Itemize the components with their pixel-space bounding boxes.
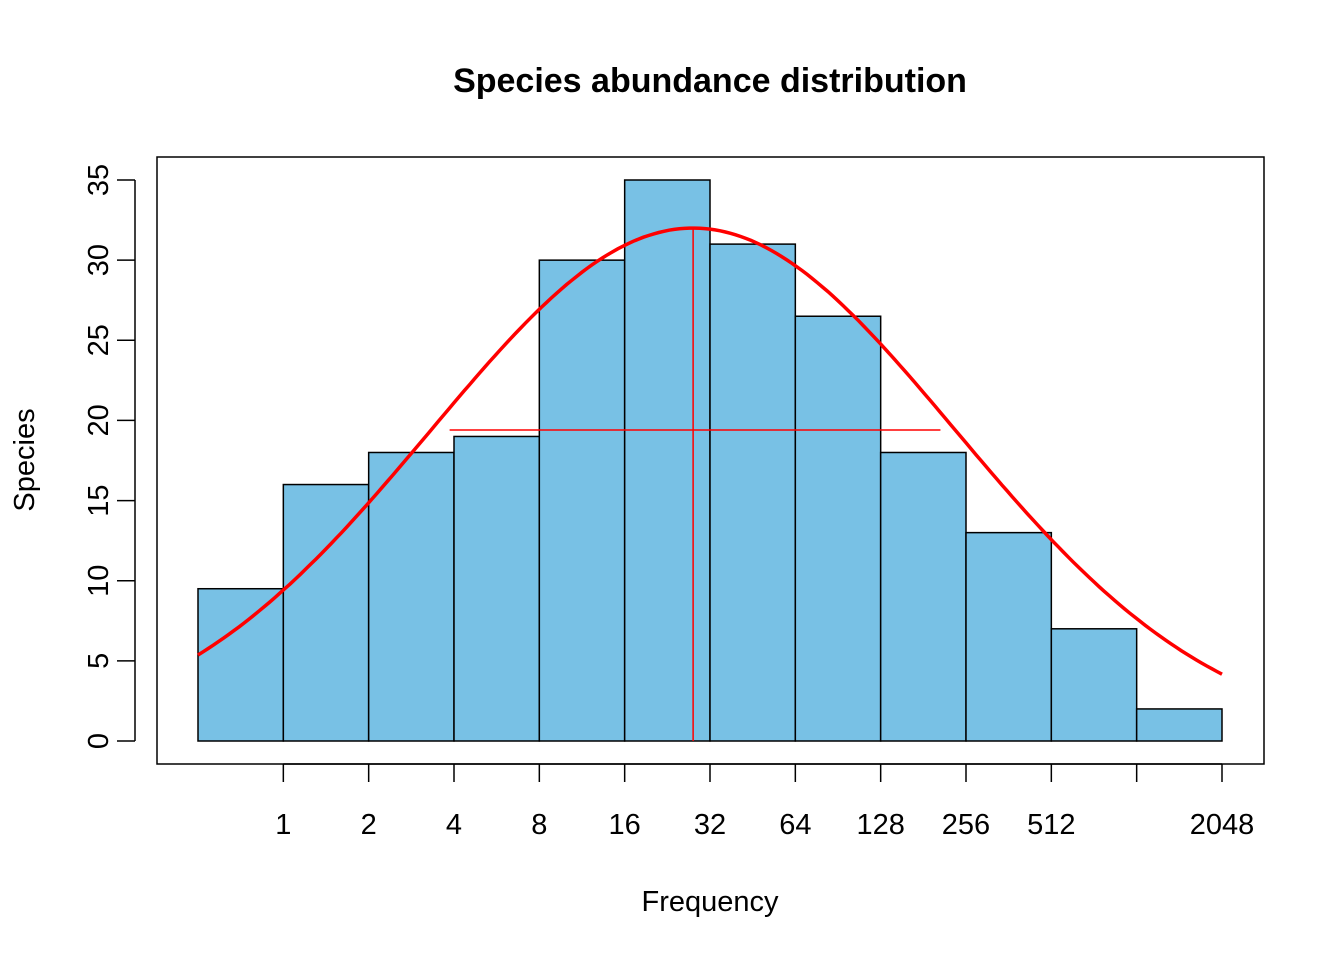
y-tick-label: 5	[83, 653, 115, 669]
fit-curve	[197, 226, 1223, 676]
histogram-bar-5	[538, 259, 626, 742]
x-axis-label: Frequency	[641, 886, 779, 918]
histogram-bar-11	[1050, 628, 1138, 742]
y-tick-label: 35	[83, 164, 115, 196]
x-tick-label: 4	[446, 809, 462, 841]
y-tick-label: 20	[83, 404, 115, 436]
histogram-bar-3	[367, 451, 455, 742]
y-tick-label: 30	[83, 244, 115, 276]
x-tick-label: 2	[361, 809, 377, 841]
histogram-bar-12	[1135, 708, 1223, 742]
y-tick-label: 25	[83, 324, 115, 356]
histogram-bar-7	[709, 243, 797, 742]
bars-group	[197, 179, 1223, 742]
x-tick-label: 32	[694, 809, 726, 841]
histogram-bar-2	[282, 483, 370, 742]
y-tick-label: 10	[83, 565, 115, 597]
x-tick-label: 128	[856, 809, 904, 841]
fit-group	[197, 226, 1223, 741]
y-axis: 0 5 10 15 20 25 30 35	[83, 164, 136, 749]
x-tick-label: 16	[609, 809, 641, 841]
x-tick-label: 256	[942, 809, 990, 841]
histogram-bar-10	[965, 531, 1053, 742]
y-tick-label: 15	[83, 484, 115, 516]
x-tick-label: 2048	[1190, 809, 1255, 841]
x-tick-label: 8	[531, 809, 547, 841]
histogram-bar-6	[623, 179, 711, 742]
chart-title: Species abundance distribution	[453, 62, 967, 100]
y-axis-label: Species	[9, 408, 41, 511]
histogram-bar-4	[453, 435, 541, 742]
x-axis: 1 2 4 8 16 32 64 128 256 512 2048	[275, 763, 1255, 841]
histogram-bar-1	[197, 587, 285, 742]
y-tick-label: 0	[83, 733, 115, 749]
x-tick-label: 512	[1027, 809, 1075, 841]
x-tick-label: 64	[779, 809, 811, 841]
x-tick-label: 1	[275, 809, 291, 841]
histogram-bar-9	[879, 451, 967, 742]
histogram-bar-8	[794, 315, 882, 742]
